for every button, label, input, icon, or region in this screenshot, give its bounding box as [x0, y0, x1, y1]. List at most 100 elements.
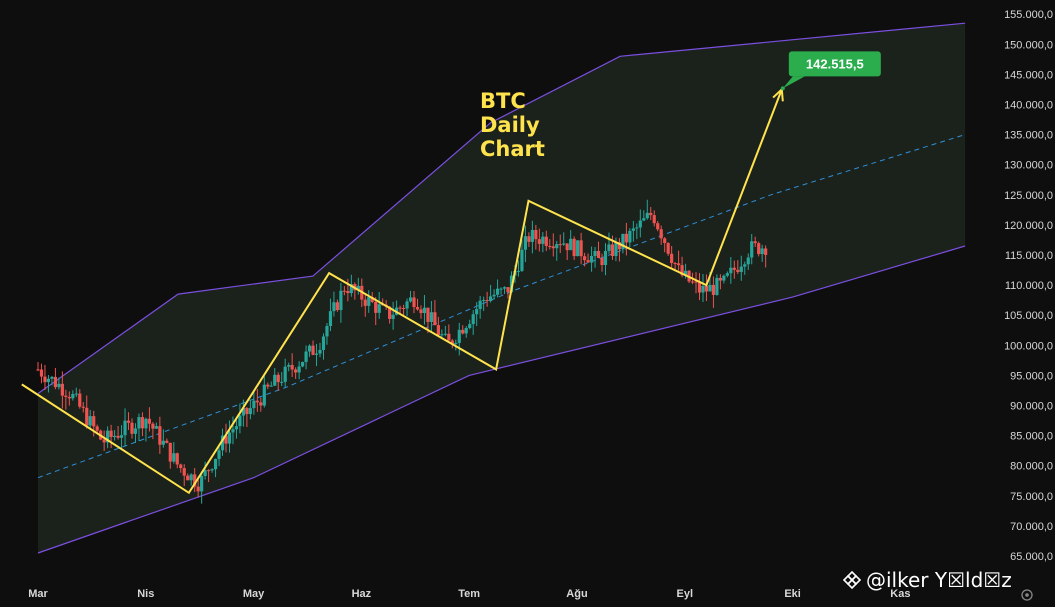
candle-body: [704, 286, 709, 292]
candle-body: [732, 267, 736, 270]
candle-body: [447, 333, 451, 341]
candle-body: [43, 376, 47, 383]
candle-body: [715, 277, 719, 295]
candle-body: [607, 244, 611, 251]
y-tick-label: 145.000,0: [1004, 69, 1053, 81]
candle-body: [757, 243, 761, 255]
candle-body: [186, 475, 190, 481]
candle-body: [760, 248, 764, 255]
time-axis[interactable]: Mar Nis May Haz Tem Ağu Eyl Eki Kas: [28, 588, 910, 600]
candle-body: [750, 241, 754, 258]
candle-body: [206, 470, 211, 472]
candle-body: [154, 426, 158, 429]
x-tick-label: Tem: [458, 588, 480, 600]
candle-body: [220, 435, 225, 451]
price-axis[interactable]: 65.000,0 70.000,0 75.000,0 80.000,0 85.000,0…: [1004, 9, 1053, 563]
candle-body: [50, 376, 54, 379]
candle-body: [419, 309, 423, 314]
candle-body: [680, 265, 684, 276]
channel-mid-line[interactable]: [37, 134, 966, 479]
candle-body: [683, 270, 688, 276]
candle-body: [457, 329, 461, 343]
candle-body: [677, 263, 681, 266]
candle-body: [95, 426, 99, 431]
candle-body: [269, 385, 273, 387]
candle-body: [227, 432, 232, 444]
chart-annotation: BTC Daily Chart: [480, 89, 545, 161]
candle-body: [443, 333, 447, 335]
candle-body: [544, 236, 548, 246]
candle-body: [78, 393, 82, 407]
candle-body: [631, 228, 635, 231]
candle-body: [349, 284, 353, 294]
candle-body: [332, 302, 336, 312]
candle-body: [57, 383, 61, 388]
y-tick-label: 75.000,0: [1010, 491, 1053, 503]
candle-body: [440, 334, 444, 336]
candle-body: [708, 284, 712, 292]
candle-body: [475, 308, 479, 315]
candle-body: [151, 423, 155, 429]
watermark-text: @ilker Y☒ld☒z: [866, 568, 1012, 592]
candle-body: [642, 218, 646, 221]
candle-body: [363, 299, 367, 306]
candle-body: [509, 275, 514, 293]
candle-body: [764, 248, 768, 255]
candle-body: [551, 246, 555, 249]
candle-body: [196, 486, 200, 492]
candle-body: [276, 374, 280, 383]
candle-body: [398, 307, 402, 309]
candle-body: [621, 233, 625, 250]
candle-body: [377, 304, 381, 313]
candle-body: [224, 435, 228, 444]
candle-body: [603, 250, 608, 266]
candle-body: [200, 475, 204, 492]
binance-logo-icon: [842, 570, 862, 590]
candle-body: [583, 256, 587, 261]
candle-body: [527, 236, 531, 242]
candle-body: [482, 299, 486, 301]
candle-body: [321, 336, 326, 350]
candle-body: [109, 430, 113, 437]
channel-upper-line[interactable]: [37, 22, 966, 394]
candle-body: [736, 269, 740, 272]
settings-gear-icon[interactable]: [1021, 589, 1033, 601]
channel-lower-line[interactable]: [37, 245, 966, 554]
candle-body: [718, 277, 722, 281]
candle-body: [182, 468, 186, 476]
target-price-tag: 142.515,5: [780, 51, 881, 91]
candle-body: [485, 299, 489, 302]
candle-body: [558, 244, 562, 246]
candle-body: [39, 369, 44, 377]
candle-body: [388, 306, 392, 319]
annotation-line-2: Daily: [480, 113, 540, 137]
candle-body: [753, 241, 757, 244]
candle-body: [649, 212, 653, 216]
candle-body: [304, 351, 308, 362]
candle-body: [690, 281, 695, 283]
candle-body: [635, 227, 639, 229]
candle-body: [572, 238, 576, 257]
candle-body: [234, 426, 239, 430]
x-tick-label: Nis: [137, 588, 154, 600]
candle-body: [429, 312, 434, 322]
candle-body: [436, 325, 440, 335]
candle-body: [617, 242, 622, 250]
y-tick-label: 70.000,0: [1010, 521, 1053, 533]
candle-body: [628, 230, 632, 243]
zigzag-line[interactable]: [21, 89, 783, 495]
candle-body: [489, 296, 493, 302]
candle-body: [189, 474, 193, 481]
candle-body: [88, 416, 92, 426]
candle-body: [314, 353, 319, 355]
y-tick-label: 65.000,0: [1010, 551, 1053, 563]
candle-body: [133, 428, 138, 434]
candle-body: [534, 229, 538, 240]
candle-body: [81, 406, 85, 408]
candle-body: [67, 396, 71, 399]
candle-body: [697, 281, 702, 293]
y-tick-label: 130.000,0: [1004, 160, 1053, 172]
candle-body: [172, 453, 176, 462]
candle-body: [356, 285, 360, 291]
